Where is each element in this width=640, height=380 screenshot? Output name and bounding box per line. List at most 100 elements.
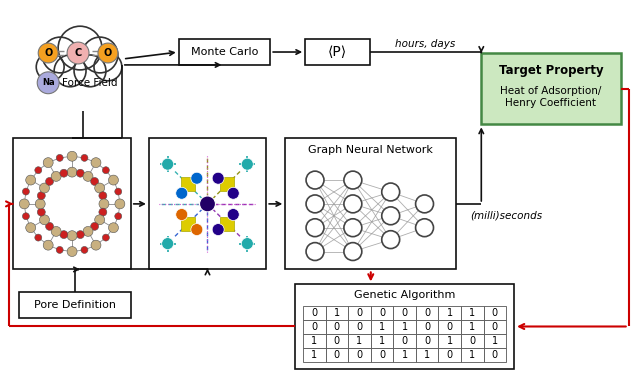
Bar xyxy=(394,306,416,320)
Bar xyxy=(285,138,456,269)
Text: 0: 0 xyxy=(424,336,430,346)
Bar xyxy=(326,334,348,348)
Circle shape xyxy=(60,231,68,239)
Bar xyxy=(394,320,416,334)
Circle shape xyxy=(45,177,54,185)
Text: Na: Na xyxy=(42,78,54,87)
Bar xyxy=(416,334,438,348)
Text: 0: 0 xyxy=(401,308,408,318)
Bar xyxy=(438,320,461,334)
Text: 0: 0 xyxy=(401,336,408,346)
Bar xyxy=(180,177,195,191)
Text: 1: 1 xyxy=(447,308,453,318)
Bar xyxy=(461,306,484,320)
Bar xyxy=(348,306,371,320)
Circle shape xyxy=(56,247,63,253)
Bar xyxy=(348,348,371,362)
Bar xyxy=(38,58,118,83)
Text: 0: 0 xyxy=(424,308,430,318)
Circle shape xyxy=(227,187,239,199)
Text: 0: 0 xyxy=(447,350,453,360)
Bar xyxy=(438,334,461,348)
Text: 1: 1 xyxy=(469,322,476,332)
Circle shape xyxy=(35,167,42,174)
Circle shape xyxy=(115,213,122,220)
Bar xyxy=(461,320,484,334)
Circle shape xyxy=(74,55,106,87)
Circle shape xyxy=(91,177,99,185)
Bar xyxy=(179,39,270,65)
Text: 1: 1 xyxy=(492,336,498,346)
Circle shape xyxy=(344,171,362,189)
Circle shape xyxy=(227,209,239,220)
Text: 0: 0 xyxy=(334,336,340,346)
Circle shape xyxy=(82,37,118,73)
Circle shape xyxy=(44,158,53,168)
Circle shape xyxy=(91,222,99,230)
Circle shape xyxy=(22,213,29,220)
Circle shape xyxy=(212,172,224,184)
Circle shape xyxy=(109,175,118,185)
Circle shape xyxy=(26,175,36,185)
Circle shape xyxy=(51,171,61,181)
Text: 1: 1 xyxy=(401,350,408,360)
Bar xyxy=(416,306,438,320)
Text: Henry Coefficient: Henry Coefficient xyxy=(506,98,596,108)
Circle shape xyxy=(344,195,362,213)
Bar xyxy=(438,306,461,320)
Text: 0: 0 xyxy=(447,322,453,332)
Circle shape xyxy=(22,188,29,195)
Circle shape xyxy=(98,43,118,63)
Circle shape xyxy=(44,240,53,250)
Text: 0: 0 xyxy=(379,350,385,360)
Circle shape xyxy=(83,226,93,236)
Circle shape xyxy=(67,231,77,241)
Circle shape xyxy=(306,171,324,189)
Text: 1: 1 xyxy=(334,308,340,318)
Circle shape xyxy=(95,183,105,193)
Circle shape xyxy=(76,169,84,177)
Circle shape xyxy=(306,195,324,213)
Circle shape xyxy=(81,247,88,253)
Text: Force Field: Force Field xyxy=(62,78,118,88)
Text: 1: 1 xyxy=(447,336,453,346)
Circle shape xyxy=(19,199,29,209)
Text: 0: 0 xyxy=(334,322,340,332)
Bar xyxy=(461,348,484,362)
Circle shape xyxy=(37,208,45,216)
Bar xyxy=(461,334,484,348)
Bar xyxy=(484,320,506,334)
Circle shape xyxy=(60,169,68,177)
Bar xyxy=(220,217,234,231)
Circle shape xyxy=(37,72,59,94)
Circle shape xyxy=(241,158,253,170)
Bar xyxy=(19,292,131,318)
Circle shape xyxy=(83,171,93,181)
Bar xyxy=(220,177,234,191)
Circle shape xyxy=(176,187,188,199)
Text: Graph Neural Network: Graph Neural Network xyxy=(308,145,433,155)
Circle shape xyxy=(99,208,107,216)
Bar xyxy=(303,348,326,362)
Text: 0: 0 xyxy=(334,350,340,360)
Circle shape xyxy=(415,219,433,237)
Bar xyxy=(305,39,370,65)
Circle shape xyxy=(381,207,399,225)
Text: Monte Carlo: Monte Carlo xyxy=(191,47,258,57)
Text: 0: 0 xyxy=(469,336,476,346)
Bar xyxy=(371,306,394,320)
Circle shape xyxy=(115,199,125,209)
Text: O: O xyxy=(104,48,112,58)
Circle shape xyxy=(306,242,324,260)
Bar xyxy=(416,320,438,334)
Circle shape xyxy=(344,242,362,260)
Text: 1: 1 xyxy=(311,336,317,346)
Text: Genetic Algorithm: Genetic Algorithm xyxy=(354,290,455,300)
Text: 1: 1 xyxy=(311,350,317,360)
Circle shape xyxy=(40,183,49,193)
Bar xyxy=(348,334,371,348)
Text: 0: 0 xyxy=(379,308,385,318)
Circle shape xyxy=(381,231,399,249)
Bar xyxy=(438,348,461,362)
Bar xyxy=(303,334,326,348)
